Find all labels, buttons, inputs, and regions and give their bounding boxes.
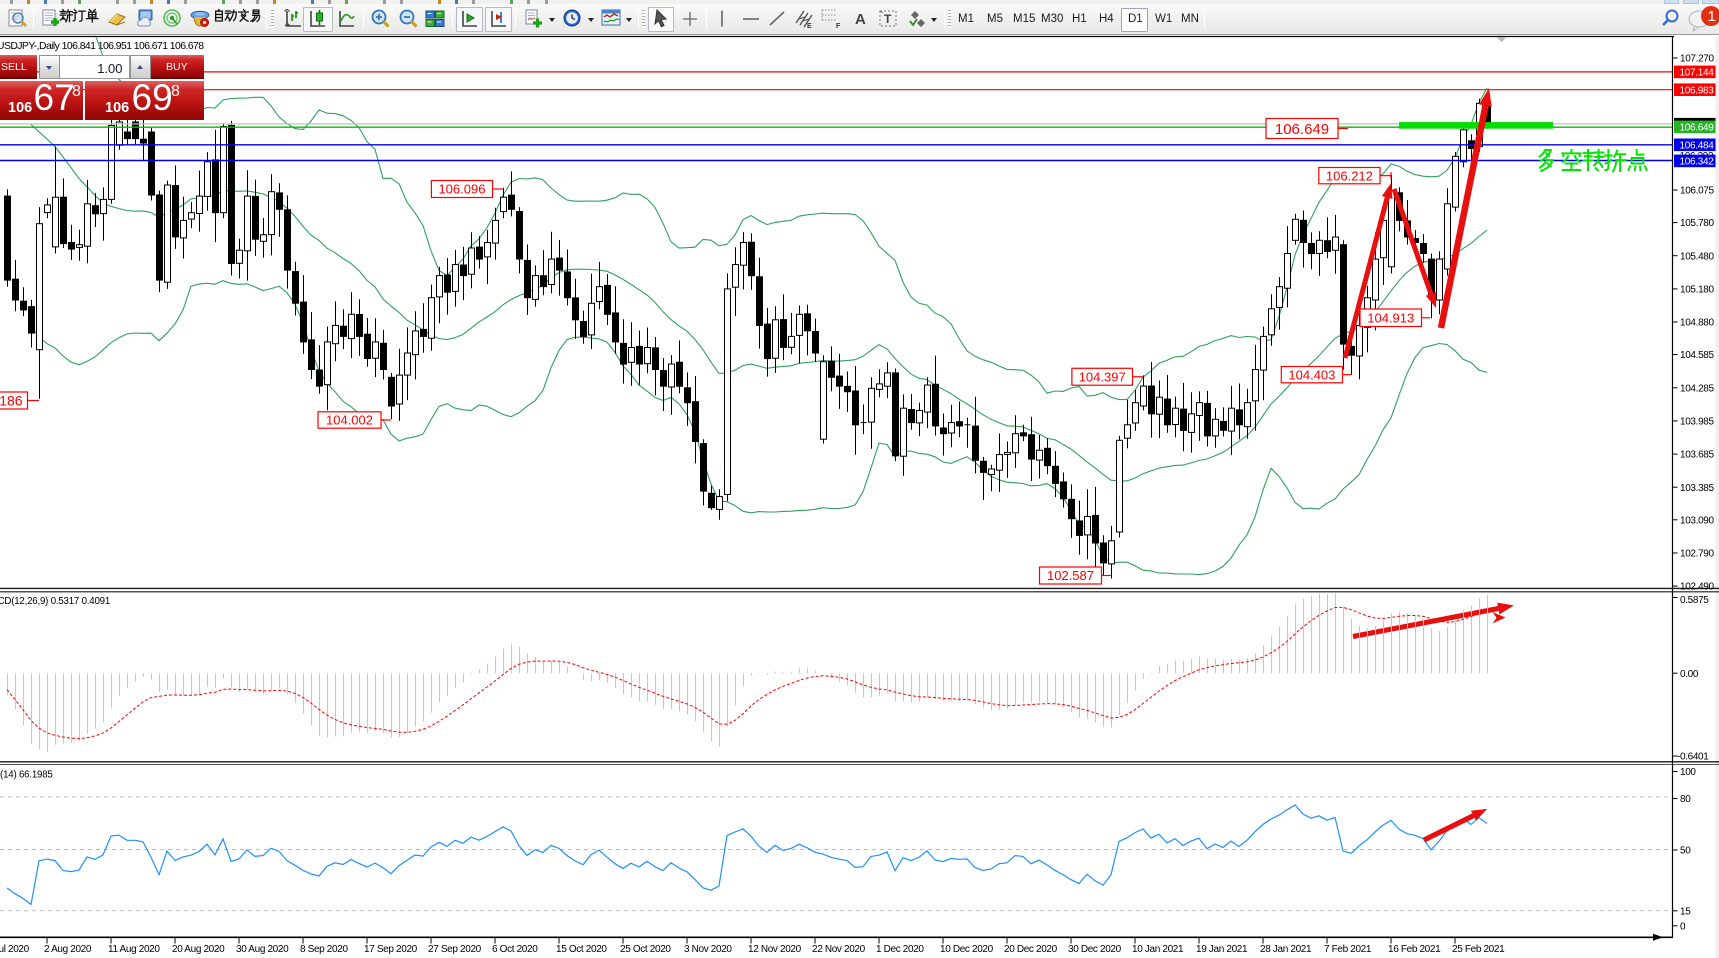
svg-text:10 Dec 2020: 10 Dec 2020 [940, 944, 994, 955]
svg-text:10 Jan 2021: 10 Jan 2021 [1132, 944, 1184, 955]
svg-text:105.180: 105.180 [1680, 285, 1714, 296]
svg-text:106.212: 106.212 [1326, 168, 1373, 183]
svg-text:12 Nov 2020: 12 Nov 2020 [748, 944, 802, 955]
svg-text:106.075: 106.075 [1680, 186, 1714, 197]
svg-text:107.270: 107.270 [1680, 54, 1714, 65]
svg-text:106.392: 106.392 [1680, 151, 1714, 162]
svg-text:50: 50 [1680, 846, 1691, 857]
svg-text:11 Aug 2020: 11 Aug 2020 [108, 944, 160, 955]
svg-text:15: 15 [1680, 906, 1691, 917]
svg-text:104.186: 104.186 [0, 393, 23, 409]
svg-text:100: 100 [1680, 767, 1696, 778]
svg-text:104.585: 104.585 [1680, 350, 1714, 361]
svg-text:3 Nov 2020: 3 Nov 2020 [684, 944, 732, 955]
svg-text:103.985: 103.985 [1680, 417, 1714, 428]
svg-text:22 Jul 2020: 22 Jul 2020 [0, 944, 30, 955]
svg-text:102.790: 102.790 [1680, 549, 1714, 560]
svg-text:107.144: 107.144 [1680, 68, 1715, 79]
svg-text:19 Jan 2021: 19 Jan 2021 [1196, 944, 1248, 955]
svg-text:104.403: 104.403 [1288, 367, 1335, 382]
svg-text:25 Feb 2021: 25 Feb 2021 [1452, 944, 1505, 955]
svg-text:105.780: 105.780 [1680, 218, 1714, 229]
svg-text:USDJPY-,Daily 106.841 106.951: USDJPY-,Daily 106.841 106.951 106.671 10… [0, 41, 204, 52]
svg-text:28 Jan 2021: 28 Jan 2021 [1260, 944, 1312, 955]
svg-text:105.480: 105.480 [1680, 251, 1714, 262]
svg-text:1 Dec 2020: 1 Dec 2020 [876, 944, 924, 955]
svg-text:30 Aug 2020: 30 Aug 2020 [236, 944, 289, 955]
svg-text:106.983: 106.983 [1680, 86, 1715, 97]
svg-text:E: E [807, 23, 812, 29]
svg-text:7 Feb 2021: 7 Feb 2021 [1324, 944, 1372, 955]
svg-text:0.00: 0.00 [1680, 669, 1699, 680]
svg-text:22 Nov 2020: 22 Nov 2020 [812, 944, 866, 955]
svg-text:104.285: 104.285 [1680, 383, 1714, 394]
svg-text:102.587: 102.587 [1047, 568, 1094, 583]
svg-text:20 Dec 2020: 20 Dec 2020 [1004, 944, 1058, 955]
svg-text:T: T [884, 12, 892, 26]
svg-text:6 Oct 2020: 6 Oct 2020 [492, 944, 538, 955]
svg-text:17 Sep 2020: 17 Sep 2020 [364, 944, 418, 955]
svg-text:0: 0 [1680, 921, 1686, 932]
svg-text:103.385: 103.385 [1680, 483, 1714, 494]
svg-text:104.880: 104.880 [1680, 318, 1714, 329]
svg-text:106.096: 106.096 [438, 182, 485, 197]
svg-text:106.649: 106.649 [1680, 123, 1715, 134]
svg-text:104.002: 104.002 [326, 413, 373, 428]
svg-text:27 Sep 2020: 27 Sep 2020 [428, 944, 482, 955]
svg-text:103.090: 103.090 [1680, 515, 1714, 526]
svg-text:20 Aug 2020: 20 Aug 2020 [172, 944, 225, 955]
svg-text:103.685: 103.685 [1680, 450, 1714, 461]
svg-text:15 Oct 2020: 15 Oct 2020 [556, 944, 607, 955]
svg-text:104.397: 104.397 [1079, 369, 1126, 384]
svg-text:30 Dec 2020: 30 Dec 2020 [1068, 944, 1122, 955]
svg-text:1: 1 [1708, 8, 1716, 25]
svg-text:8 Sep 2020: 8 Sep 2020 [300, 944, 348, 955]
svg-text:25 Oct 2020: 25 Oct 2020 [620, 944, 671, 955]
svg-text:RSI(14) 66.1985: RSI(14) 66.1985 [0, 770, 53, 781]
svg-text:106.342: 106.342 [1680, 157, 1715, 168]
svg-text:16 Feb 2021: 16 Feb 2021 [1388, 944, 1441, 955]
svg-text:2 Aug 2020: 2 Aug 2020 [44, 944, 92, 955]
svg-text:102.490: 102.490 [1680, 582, 1714, 593]
svg-text:104.913: 104.913 [1367, 310, 1414, 325]
svg-text:F: F [836, 23, 841, 29]
svg-text:106.484: 106.484 [1680, 141, 1715, 152]
svg-text:80: 80 [1680, 794, 1691, 805]
svg-text:-0.6401: -0.6401 [1677, 752, 1709, 763]
svg-text:0.5875: 0.5875 [1680, 595, 1709, 606]
svg-text:106.649: 106.649 [1275, 121, 1329, 138]
svg-text:MACD(12,26,9) 0.5317 0.4091: MACD(12,26,9) 0.5317 0.4091 [0, 596, 110, 607]
